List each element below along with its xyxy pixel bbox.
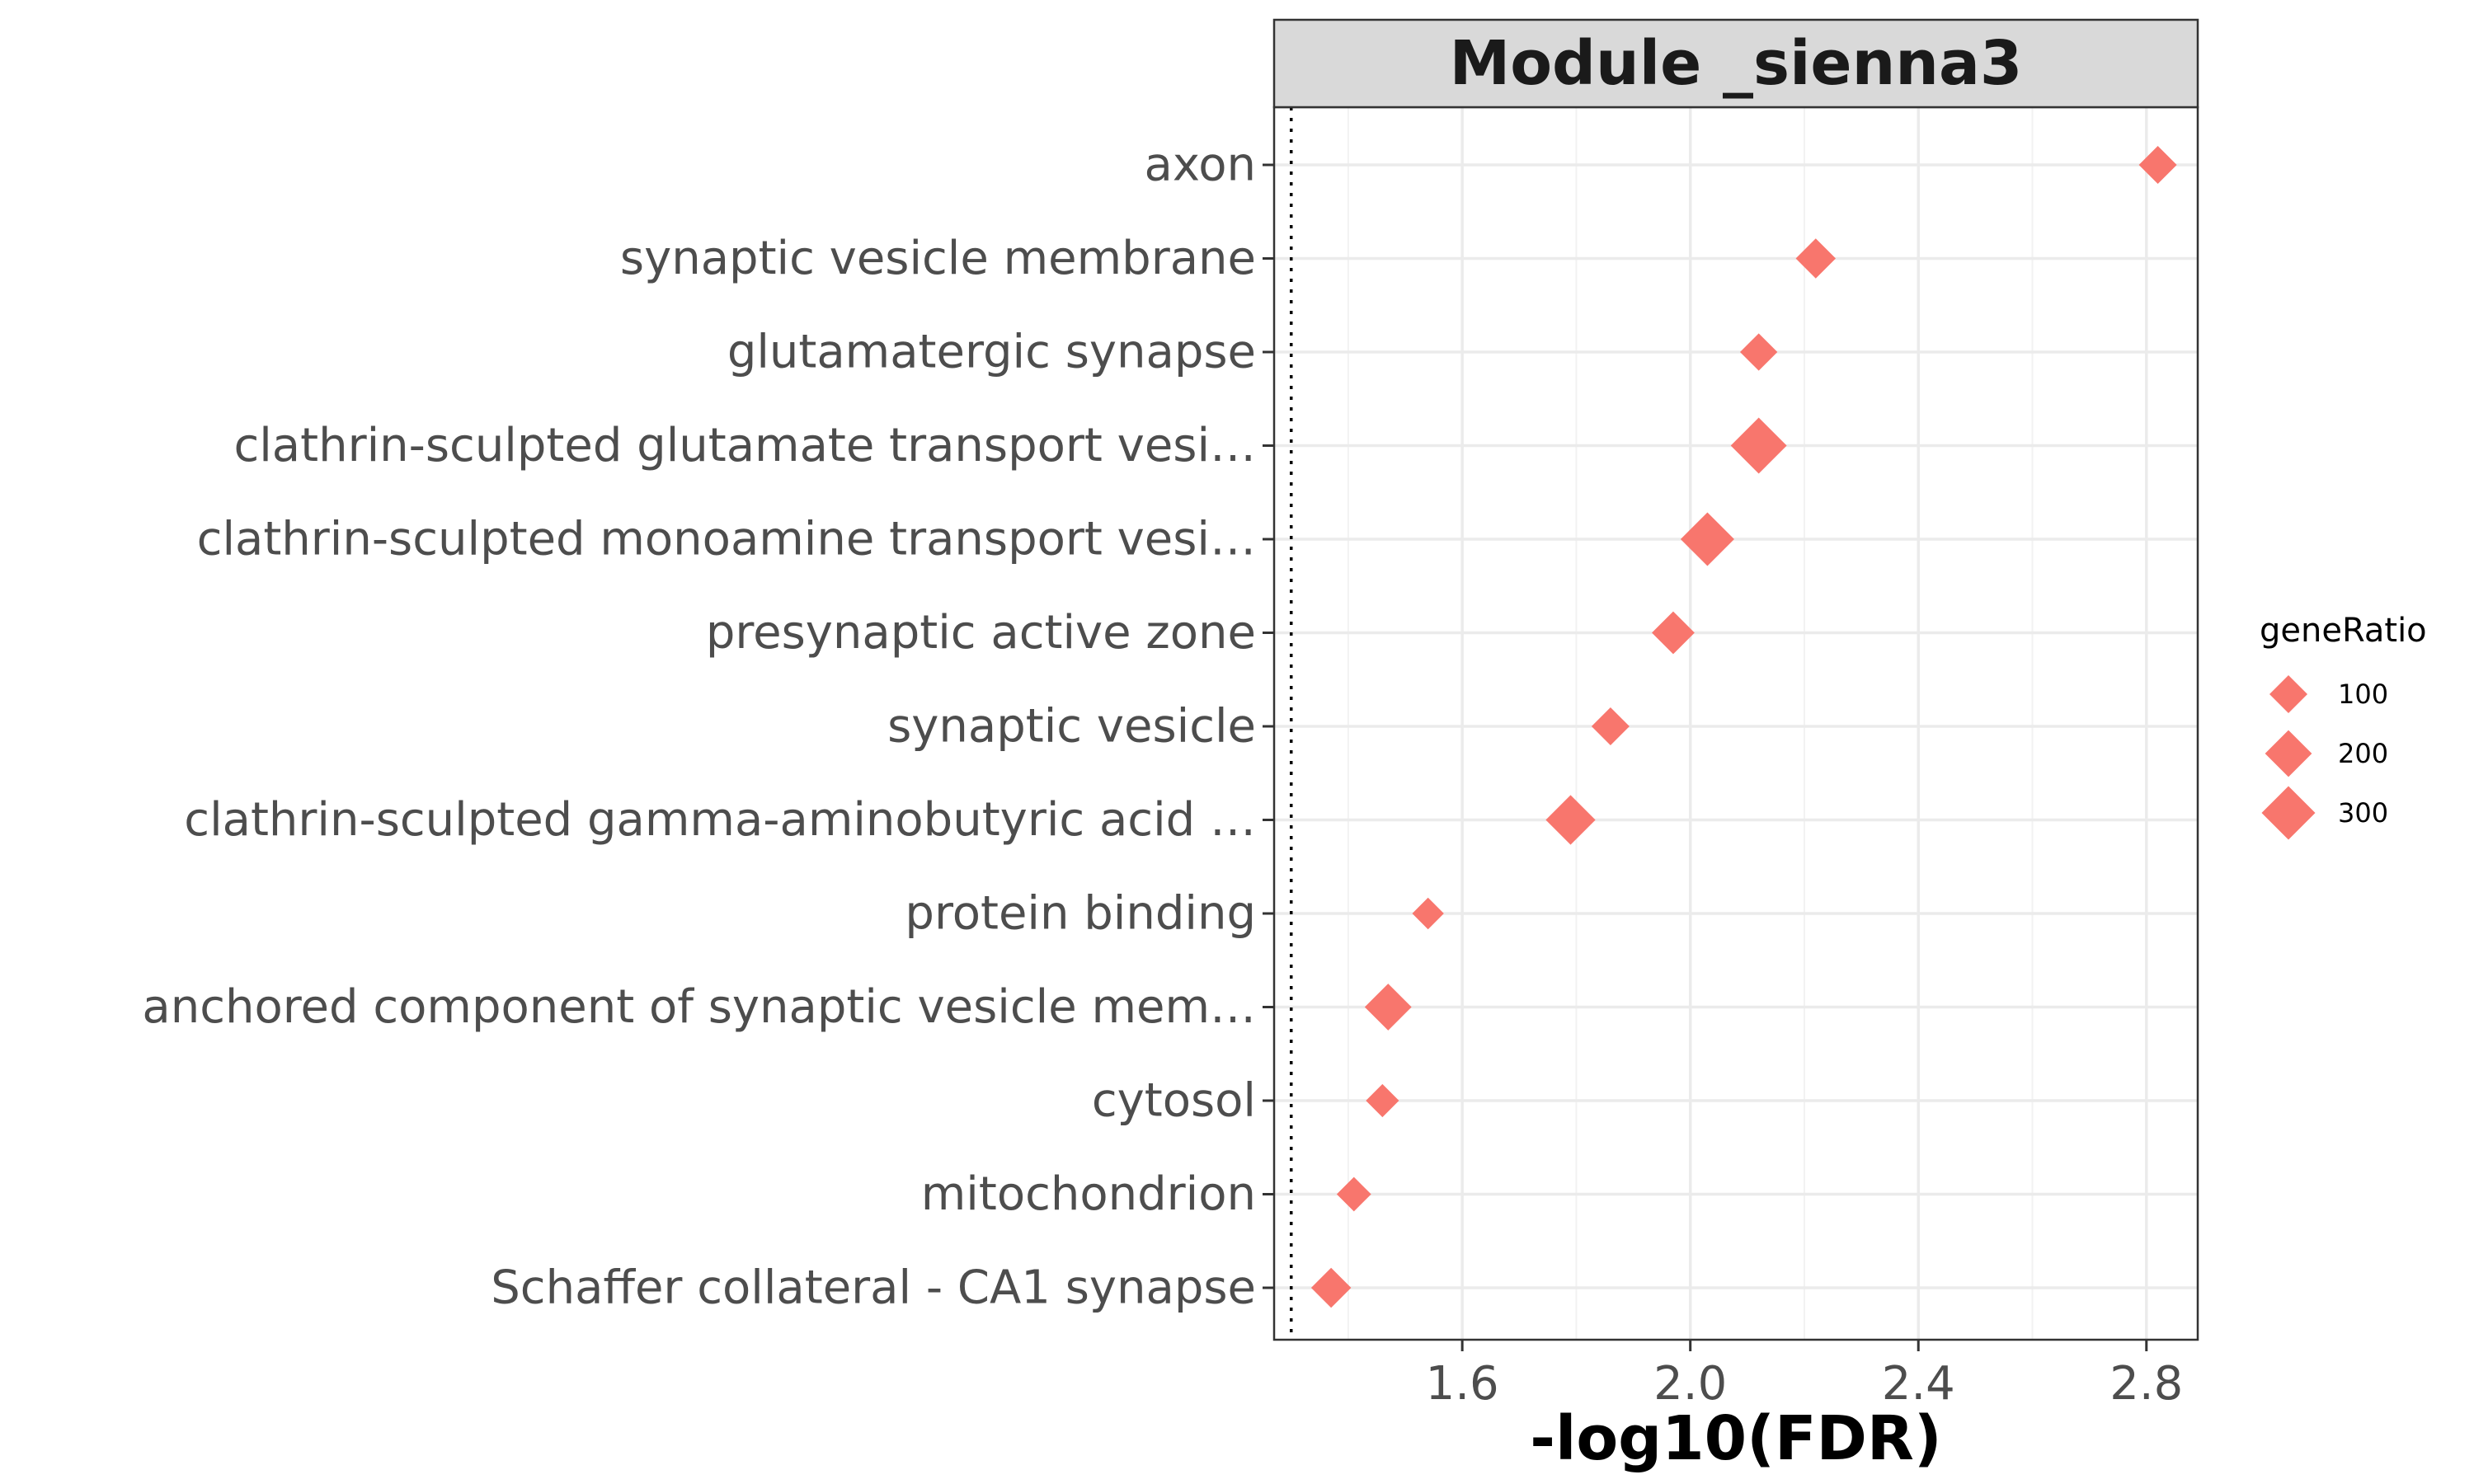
- x-tick-label: 2.0: [1653, 1357, 1727, 1411]
- legend-title: geneRatio: [2260, 612, 2427, 650]
- y-tick-label: clathrin-sculpted monoamine transport ve…: [197, 513, 1256, 566]
- y-tick-label: clathrin-sculpted glutamate transport ve…: [233, 419, 1256, 472]
- data-point: [1310, 1267, 1352, 1308]
- y-tick-label: clathrin-sculpted gamma-aminobutyric aci…: [184, 793, 1256, 847]
- y-tick-label: axon: [1145, 139, 1257, 192]
- legend-label: 100: [2338, 679, 2388, 710]
- data-point: [1591, 707, 1630, 745]
- y-tick-label: protein binding: [905, 887, 1256, 941]
- y-tick-label: synaptic vesicle membrane: [620, 232, 1256, 285]
- data-point: [2138, 146, 2177, 184]
- data-point: [1739, 333, 1778, 371]
- data-point: [1364, 984, 1412, 1031]
- data-point: [1366, 1083, 1399, 1118]
- strip-title: Module _sienna3: [1450, 28, 2023, 99]
- plot-panel: [1272, 106, 2199, 1341]
- legend-key: [2261, 786, 2316, 840]
- data-point: [1652, 611, 1695, 655]
- x-tick-label: 2.4: [1882, 1357, 1955, 1411]
- y-axis: axon synaptic vesicle membrane glutamaterg…: [142, 139, 1274, 1315]
- y-tick-label: cytosol: [1092, 1074, 1256, 1128]
- legend-key: [2265, 730, 2312, 777]
- data-point: [1336, 1176, 1371, 1212]
- y-tick-label: glutamatergic synapse: [727, 326, 1256, 379]
- x-tick-label: 1.6: [1426, 1357, 1499, 1411]
- data-point: [1795, 238, 1837, 279]
- data-points: [1310, 146, 2177, 1308]
- facet-strip: Module _sienna3: [1272, 18, 2199, 109]
- y-tick-label: Schaffer collateral - CA1 synapse: [491, 1261, 1256, 1315]
- legend-label: 300: [2338, 797, 2388, 829]
- x-tick-label: 2.8: [2109, 1357, 2183, 1411]
- legend-key: [2269, 675, 2307, 713]
- legend-keys: 100 200 300: [2261, 675, 2388, 840]
- data-point: [1730, 417, 1787, 474]
- y-tick-label: presynaptic active zone: [706, 606, 1256, 660]
- y-tick-label: mitochondrion: [921, 1167, 1256, 1221]
- data-point: [1545, 795, 1596, 845]
- y-tick-label: synaptic vesicle: [887, 700, 1256, 754]
- strip-background: [1272, 18, 2199, 109]
- legend: geneRatio 100 200 300: [2260, 612, 2427, 840]
- data-point: [1412, 897, 1444, 930]
- x-axis: 1.6 2.0 2.4 2.8: [1426, 1340, 2183, 1411]
- panel-background: [1274, 107, 2198, 1340]
- data-point: [1680, 512, 1734, 566]
- y-tick-label: anchored component of synaptic vesicle m…: [142, 980, 1256, 1034]
- grid-lines: [1274, 107, 2198, 1340]
- legend-label: 200: [2338, 738, 2388, 769]
- x-axis-title: -log10(FDR): [1530, 1403, 1941, 1474]
